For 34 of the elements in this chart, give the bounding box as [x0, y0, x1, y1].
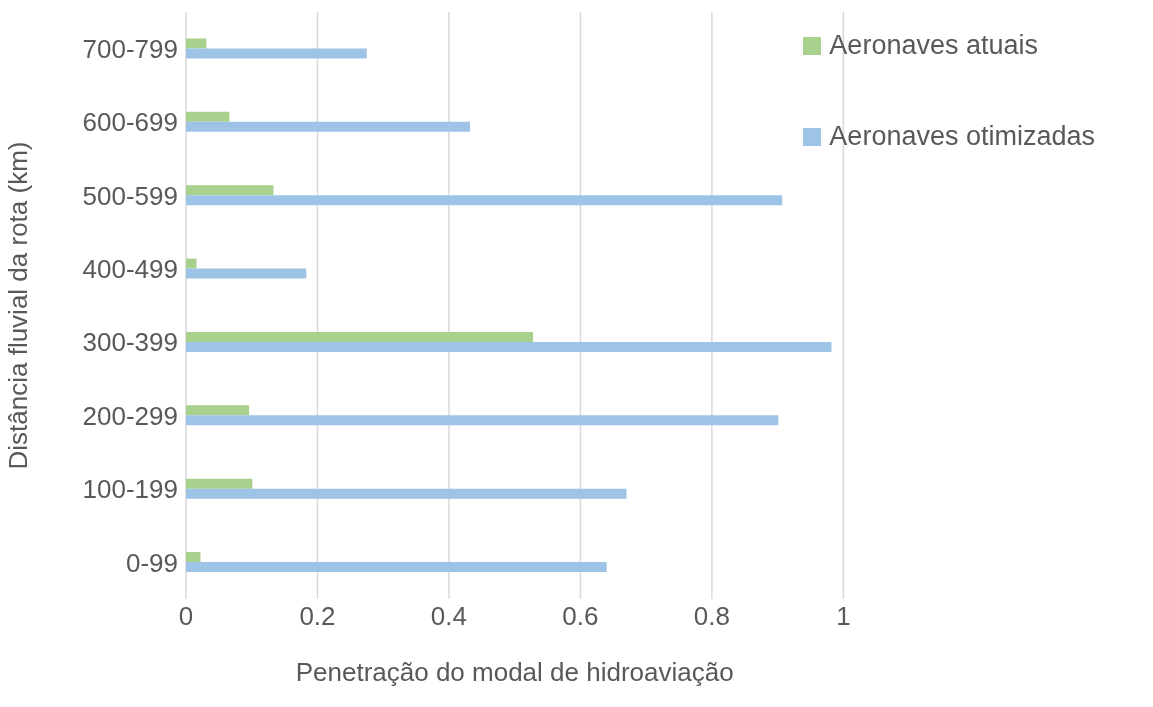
bar	[186, 38, 207, 49]
x-tick-label: 0.2	[299, 601, 336, 632]
y-tick-label: 100-199	[82, 474, 178, 505]
bar	[186, 488, 627, 499]
bar	[186, 48, 367, 59]
x-axis-title: Penetração do modal de hidroaviação	[295, 657, 734, 687]
bar	[186, 121, 470, 132]
y-tick-label: 500-599	[82, 180, 178, 211]
bar	[186, 268, 307, 279]
legend-label: Aeronaves atuais	[829, 30, 1038, 61]
bar	[186, 258, 197, 269]
x-tick-label: 0.8	[693, 601, 730, 632]
x-tick-label: 0.6	[562, 601, 599, 632]
y-tick-label: 0-99	[125, 547, 178, 578]
bar	[186, 111, 230, 122]
y-tick-label: 400-499	[82, 254, 178, 285]
bar	[186, 341, 832, 352]
bar	[186, 478, 253, 489]
bar	[186, 415, 779, 426]
bar	[186, 195, 783, 206]
bar	[186, 331, 534, 342]
x-tick-label: 0.4	[430, 601, 468, 632]
y-tick-label: 200-299	[82, 400, 178, 431]
bar	[186, 185, 274, 196]
y-tick-label: 300-399	[82, 327, 178, 358]
bar	[186, 552, 201, 563]
y-tick-label: 700-799	[82, 33, 178, 64]
bar	[186, 405, 250, 416]
x-tick-label: 1	[836, 601, 851, 632]
y-axis-title: Distância fluvial da rota (km)	[3, 141, 34, 470]
legend-label: Aeronaves otimizadas	[829, 121, 1095, 152]
bar	[186, 562, 607, 573]
y-tick-label: 600-699	[82, 107, 178, 138]
x-tick-label: 0	[178, 601, 194, 632]
